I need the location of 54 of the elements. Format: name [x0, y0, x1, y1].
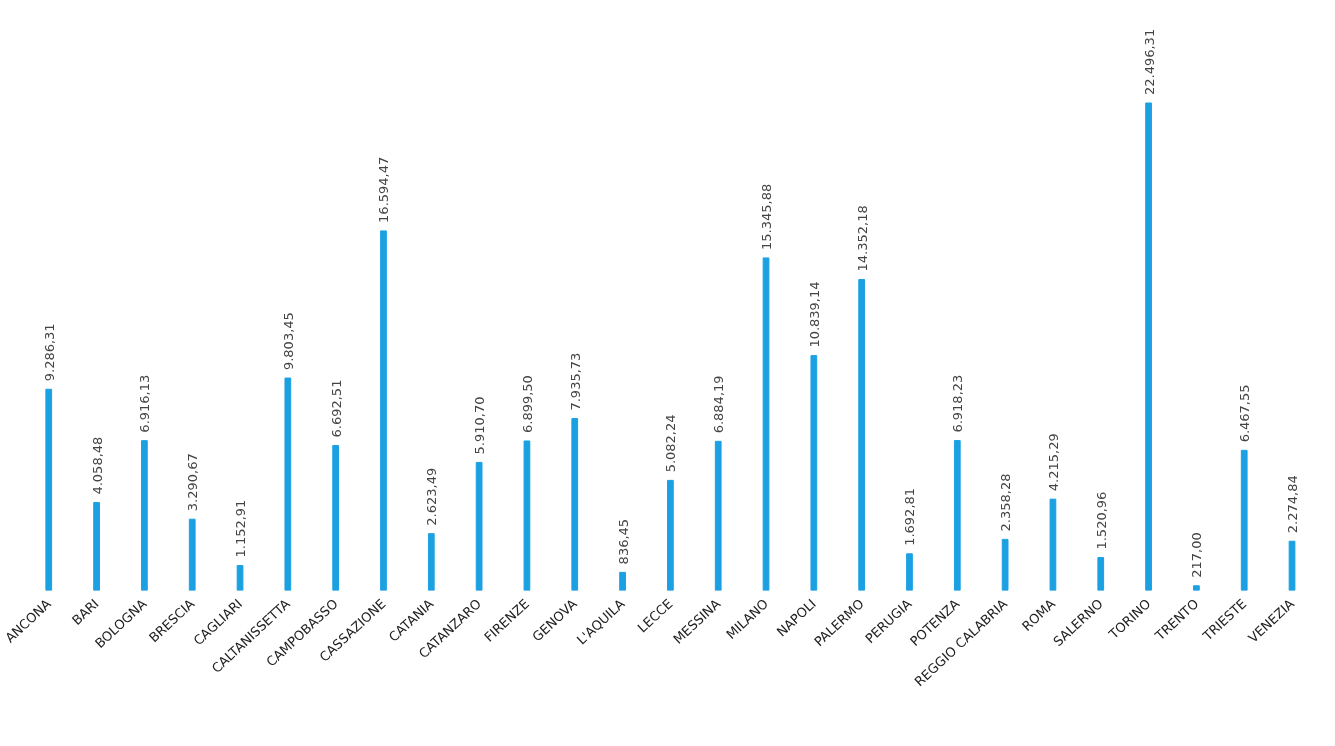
bar [332, 444, 340, 591]
bar [1001, 538, 1009, 591]
data-label: 6.884,19 [711, 375, 727, 434]
bar [762, 257, 770, 591]
data-label: 15.345,88 [759, 183, 775, 250]
bar [1145, 102, 1152, 591]
data-label: 1.520,96 [1093, 491, 1109, 550]
bar [571, 418, 579, 591]
data-label: 9.803,45 [280, 312, 296, 371]
bar [953, 440, 961, 591]
data-label: 6.692,51 [328, 379, 344, 438]
bar [380, 230, 387, 591]
data-label: 2.623,49 [424, 467, 440, 526]
data-label: 1.692,81 [902, 487, 918, 546]
data-label: 22.496,31 [1141, 28, 1157, 95]
data-label: 9.286,31 [41, 323, 57, 382]
bar [1049, 498, 1057, 591]
data-label: 16.594,47 [376, 156, 392, 223]
bar [93, 502, 100, 591]
data-label: 2.274,84 [1285, 475, 1301, 534]
bar [1193, 585, 1200, 591]
data-label: 14.352,18 [854, 205, 870, 272]
data-label: 2.358,28 [998, 473, 1014, 532]
data-label: 5.910,70 [472, 396, 488, 455]
data-label: 1.152,91 [233, 499, 249, 558]
bar [810, 355, 818, 591]
data-label: 6.918,23 [950, 374, 966, 433]
bar [45, 388, 53, 591]
data-label: 6.899,50 [519, 375, 535, 433]
data-label: 5.082,24 [663, 414, 679, 473]
data-label: 3.290,67 [185, 453, 201, 512]
data-label: 6.916,13 [137, 374, 153, 433]
data-label: 7.935,73 [567, 352, 583, 411]
bar [667, 479, 674, 591]
bar [906, 553, 913, 591]
data-label: 6.467,55 [1237, 384, 1253, 443]
bar [284, 377, 292, 591]
data-label: 4.058,48 [89, 436, 105, 495]
bar [619, 571, 626, 591]
data-label: 4.215,29 [1045, 433, 1061, 492]
data-label: 217,00 [1189, 532, 1205, 578]
bar [1240, 449, 1248, 591]
bar [236, 565, 244, 591]
data-label: 836,45 [615, 518, 631, 565]
bar [858, 278, 866, 591]
bar [1097, 557, 1105, 591]
bar [1288, 540, 1296, 591]
bar [475, 461, 483, 591]
bar [714, 440, 722, 591]
bar [141, 440, 148, 591]
bar [188, 518, 196, 591]
bar [427, 533, 435, 591]
bar [523, 440, 531, 591]
data-label: 10.839,14 [806, 281, 822, 348]
